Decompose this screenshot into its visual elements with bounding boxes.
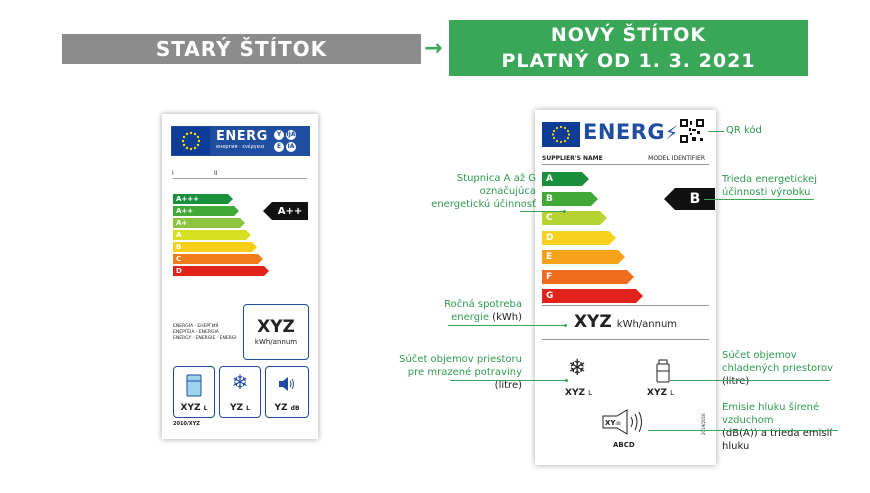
old-noise-value: YZ dB [274,403,300,413]
regulation-code: 2019/2016 [701,413,706,435]
old-class-bar: A++ [173,206,239,216]
annotation-class: Trieda energetickej účinnosti výrobku [722,174,817,198]
old-class-bar: A [173,230,251,240]
new-label-title: NOVÝ ŠTÍTOK [550,24,707,46]
divider [542,305,709,306]
annotation-line [648,430,838,431]
new-rating-arrow: B [664,188,715,210]
lang-circle: Y [274,130,284,140]
old-class-bar: A+ [173,218,245,228]
old-class-bar: D [173,266,269,276]
snowflake-icon: ❄ [231,370,249,394]
new-class-bar: A [542,172,589,186]
arrow-right-icon: → [424,36,443,61]
supplier-row: SUPPLIER'S NAME MODEL IDENTIFIER [542,155,709,165]
eu-flag-icon [172,127,210,155]
new-consumption: XYZ kWh/annum [535,312,716,332]
old-class-bar: C [173,254,263,264]
new-class-bar: E [542,250,625,264]
old-id-row: I II [172,170,307,179]
lang-circle: IA [286,142,296,152]
old-fridge-value: XYZ L [180,403,208,413]
fridge-icon [186,374,202,397]
annotation-dot [565,379,568,382]
old-consumption-unit: kWh/annum [254,338,298,346]
old-class-bar: A+++ [173,194,233,204]
old-fridge-box: XYZ L [173,366,215,418]
annotation-fridge: Súčet objemov chladených priestorov (lit… [722,350,834,387]
new-class-bar: C [542,211,607,225]
new-label-banner: NOVÝ ŠTÍTOK PLATNÝ OD 1. 3. 2021 [449,20,808,76]
annotation-line [450,380,566,381]
new-consumption-unit: kWh/annum [616,319,678,330]
old-energ-title: ENERG [216,129,268,144]
annotation-freezer: Súčet objemov priestoru pre mrazené potr… [399,354,522,391]
annotation-noise: Emisie hluku šírené vzduchom (dB(A)) a t… [722,402,833,452]
qr-code-icon [680,119,704,143]
new-energy-label: ENERG⚡ SUPPLIER'S NAME MODEL IDENTIFIER … [535,110,716,465]
annotation-qr: QR kód [726,125,762,136]
old-class-bar: B [173,242,257,252]
annotation-line [708,131,724,132]
annotation-dot [563,210,566,213]
annotation-scale: Stupnica A až G označujúca energetickú ú… [431,173,536,210]
old-label-title: STARÝ ŠTÍTOK [155,37,328,61]
old-label-banner: STARÝ ŠTÍTOK [62,34,421,64]
id-cell: I [172,170,174,177]
old-freezer-value: YZ L [229,403,250,413]
new-label-validity: PLATNÝ OD 1. 3. 2021 [501,50,756,72]
annotation-line [670,380,830,381]
speaker-icon [279,377,294,391]
speaker-icon [602,409,642,435]
divider [542,339,709,340]
energy-word: ENERGIA · ЕНЕРГИЯ [173,324,219,329]
annotation-dot [564,324,567,327]
annotation-line [448,325,566,326]
id-cell: II [214,170,218,177]
old-label-header: ENERG енергия · ενέργεια Y IJA E IA [171,126,310,156]
old-energy-words: ENERGIA · ЕНЕРГИЯ ΕΝΕΡΓΕΙΑ · ENERGIA ENE… [173,324,237,342]
new-rating-value: B [689,191,701,207]
annotation-line [704,199,814,200]
new-class-bar: B [542,191,598,206]
lang-circle: IJA [286,130,296,140]
new-consumption-value: XYZ [573,312,612,332]
energy-word: ENERGY · ENERGIE · ENERGI [173,336,237,341]
annotation-annual: Ročná spotreba energie (kWh) [444,299,522,323]
old-footer: 2010/XYZ [173,421,200,427]
new-class-bar: G [542,289,643,303]
old-energ-subtitle: енергия · ενέργεια [216,144,265,150]
energy-word: ΕΝΕΡΓΕΙΑ · ENERGIA [173,330,219,335]
new-class-bar: D [542,230,616,245]
new-freezer-value: XYZ L [565,388,593,398]
old-energy-label: ENERG енергия · ενέργεια Y IJA E IA I II… [162,114,318,439]
new-noise-value: XYdB [605,419,621,427]
old-freezer-box: ❄ YZ L [219,366,261,418]
old-noise-box: YZ dB [265,366,309,418]
lang-circle: E [274,142,284,152]
new-class-bar: F [542,269,634,284]
new-fridge-value: XYZ L [647,388,675,398]
eu-flag-icon [542,122,580,147]
old-rating-value: A++ [277,205,303,217]
annotation-line [520,211,564,212]
old-consumption-box: XYZ kWh/annum [243,304,309,360]
snowflake-icon: ❄ [568,356,587,381]
bottle-icon [656,359,670,383]
new-energ-title: ENERG⚡ [583,120,679,144]
old-consumption-value: XYZ [257,317,295,337]
old-rating-arrow: A++ [263,202,308,220]
noise-class-scale: ABCD [613,441,635,449]
supplier-name: SUPPLIER'S NAME [542,155,603,162]
model-identifier: MODEL IDENTIFIER [648,155,705,162]
